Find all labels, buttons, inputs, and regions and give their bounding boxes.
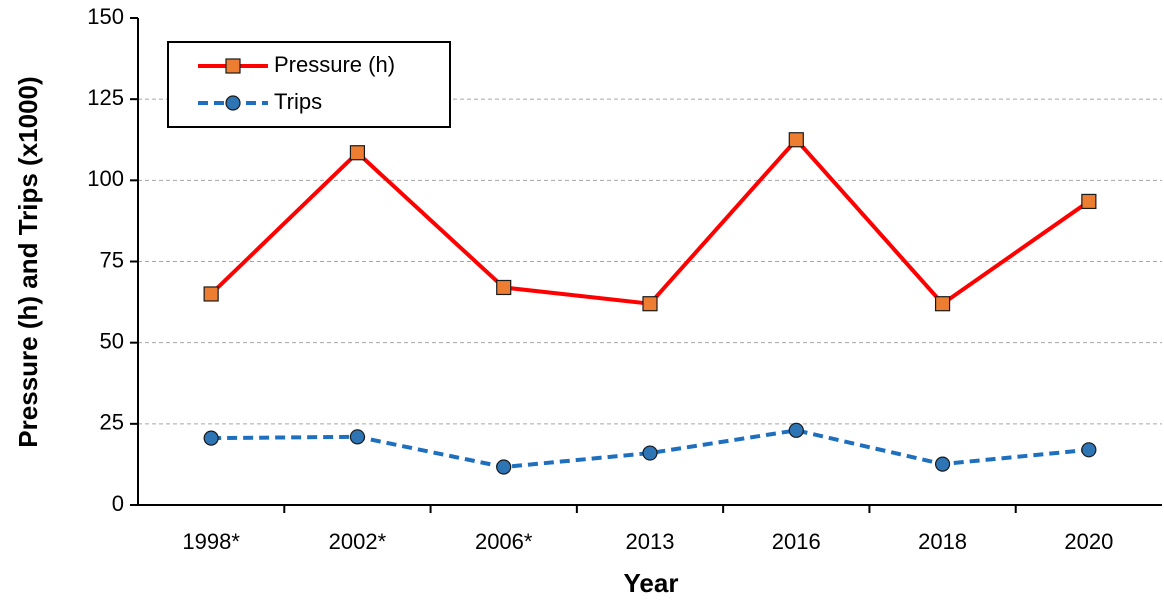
x-tick-label: 2018 (918, 529, 967, 554)
data-point (642, 296, 658, 312)
legend-label: Trips (274, 89, 322, 114)
data-point (642, 445, 658, 461)
x-axis-title: Year (624, 568, 679, 598)
y-tick-label: 75 (100, 247, 124, 272)
x-tick-label: 2002* (329, 529, 387, 554)
y-tick-label: 50 (100, 328, 124, 353)
y-tick-label: 125 (87, 85, 124, 110)
x-tick-label: 2020 (1064, 529, 1113, 554)
legend-label: Pressure (h) (274, 52, 395, 77)
data-point (788, 132, 804, 148)
x-tick-label: 2006* (475, 529, 533, 554)
data-point (496, 279, 512, 296)
data-point (349, 145, 366, 161)
legend-marker (225, 95, 241, 111)
y-axis-title: Pressure (h) and Trips (x1000) (13, 76, 43, 447)
data-point (349, 429, 366, 445)
y-tick-label: 150 (87, 4, 124, 29)
y-tick-label: 0 (112, 491, 124, 516)
data-point (203, 286, 219, 302)
data-point (934, 296, 951, 312)
y-tick-label: 25 (100, 410, 124, 435)
data-point (1081, 442, 1097, 458)
data-point (496, 459, 512, 475)
x-tick-label: 2013 (626, 529, 675, 554)
y-tick-label: 100 (87, 166, 124, 191)
legend-box (167, 41, 451, 128)
data-point (1081, 193, 1097, 210)
x-tick-label: 1998* (182, 529, 240, 554)
data-point (203, 430, 219, 446)
legend-marker (225, 58, 241, 74)
data-point (788, 422, 804, 438)
x-tick-label: 2016 (772, 529, 821, 554)
data-point (934, 456, 951, 472)
series-line (209, 136, 1091, 307)
